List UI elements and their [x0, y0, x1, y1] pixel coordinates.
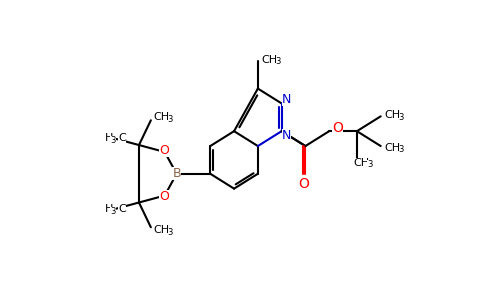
Text: O: O: [298, 177, 309, 191]
Text: N: N: [282, 93, 291, 106]
Text: O: O: [159, 190, 168, 203]
Text: O: O: [332, 121, 343, 135]
Text: 3: 3: [276, 57, 281, 66]
Text: 3: 3: [110, 207, 116, 216]
Text: CH: CH: [385, 110, 401, 120]
Text: 3: 3: [398, 113, 404, 122]
Text: O: O: [159, 145, 168, 158]
Text: H: H: [105, 133, 113, 143]
Text: 3: 3: [398, 146, 404, 154]
Text: 3: 3: [110, 136, 116, 145]
Text: C: C: [118, 204, 126, 214]
Text: CH: CH: [262, 55, 278, 65]
Text: CH: CH: [385, 143, 401, 153]
Text: N: N: [282, 129, 291, 142]
Text: 3: 3: [367, 160, 372, 169]
Text: CH: CH: [154, 225, 170, 235]
Text: CH: CH: [353, 158, 369, 168]
Text: B: B: [172, 167, 181, 180]
Text: 3: 3: [167, 228, 173, 237]
Text: 3: 3: [167, 115, 173, 124]
Text: H: H: [105, 204, 113, 214]
Text: C: C: [118, 133, 126, 143]
Text: CH: CH: [154, 112, 170, 122]
